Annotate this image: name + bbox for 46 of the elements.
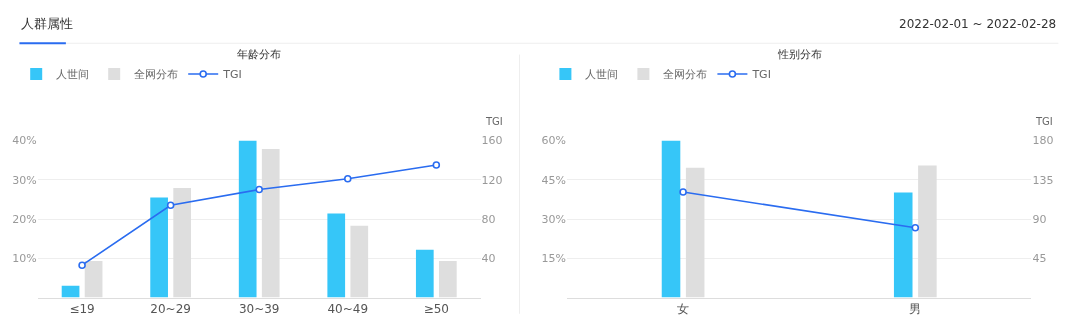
- bar: [150, 197, 168, 298]
- point: [166, 201, 175, 210]
- y-tick-label: 40%: [12, 134, 37, 148]
- legend-label: TGI: [222, 68, 242, 82]
- x-tick-label: ≤19: [69, 302, 95, 316]
- legend-label: 人世间: [56, 68, 90, 82]
- y-tick-label: 60%: [541, 134, 566, 148]
- bar: [238, 140, 257, 298]
- y2-tick-label: 120: [481, 173, 503, 187]
- bar: [661, 140, 681, 298]
- x-tick-label: 40~49: [327, 302, 369, 316]
- y-tick-label: 20%: [12, 212, 37, 226]
- legend-label: TGI: [751, 68, 771, 82]
- x-tick-label: 20~29: [150, 302, 191, 316]
- legend-label: 人世间: [585, 68, 619, 82]
- y2-axis-title: TGI: [1035, 116, 1053, 127]
- y2-tick-label: 180: [1032, 134, 1054, 148]
- y2-tick-label: 80: [481, 212, 496, 226]
- point: [255, 185, 263, 194]
- chart-title: 性别分布: [777, 48, 822, 61]
- text: 人群属性: [21, 16, 73, 31]
- x-tick-label: 男: [909, 302, 922, 316]
- y-tick-label: 30%: [541, 212, 566, 226]
- y2-tick-label: 40: [481, 252, 496, 266]
- bar: [893, 192, 913, 298]
- y2-tick-label: 160: [481, 134, 503, 148]
- y2-axis-title: TGI: [485, 116, 503, 127]
- legend-label: 全网分布: [663, 68, 708, 82]
- legend-label: 全网分布: [134, 68, 179, 82]
- chart-title: 年龄分布: [237, 48, 281, 61]
- y2-tick-label: 135: [1032, 173, 1054, 187]
- x-tick-label: ≥50: [423, 302, 449, 316]
- point: [432, 161, 441, 169]
- bar: [415, 249, 434, 298]
- y-tick-label: 45%: [541, 173, 566, 187]
- y-tick-label: 15%: [541, 252, 566, 266]
- y2-tick-label: 45: [1032, 252, 1047, 266]
- bar: [327, 213, 346, 298]
- x-tick-label: 女: [677, 302, 690, 316]
- x-tick-label: 30~39: [238, 302, 280, 316]
- y-tick-label: 30%: [12, 173, 37, 187]
- text: 2022-02-01 ~ 2022-02-28: [899, 17, 1057, 31]
- y2-tick-label: 90: [1032, 212, 1047, 226]
- y-tick-label: 10%: [12, 252, 37, 266]
- point: [78, 261, 86, 269]
- point: [343, 174, 352, 183]
